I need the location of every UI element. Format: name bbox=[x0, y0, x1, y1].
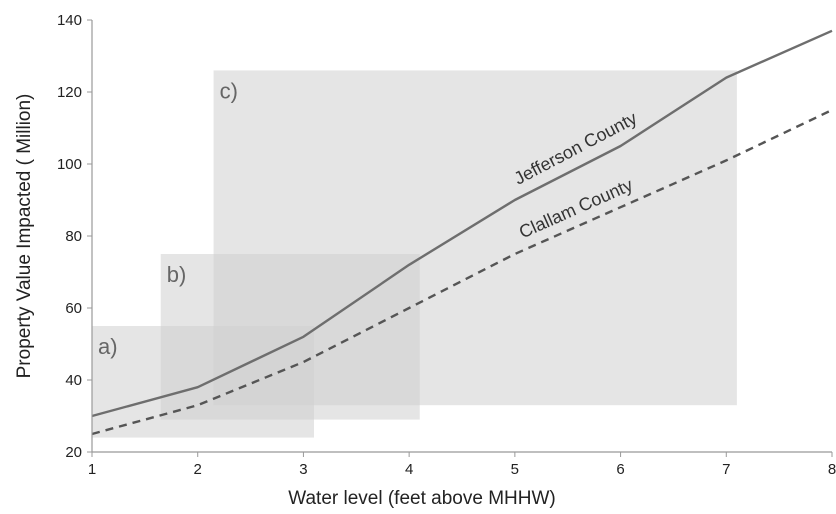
y-tick-label: 120 bbox=[57, 84, 82, 101]
y-tick-label: 80 bbox=[65, 228, 82, 245]
y-tick-label: 100 bbox=[57, 156, 82, 173]
x-tick-label: 6 bbox=[616, 461, 624, 478]
region-label-1: a) bbox=[98, 334, 118, 359]
x-tick-label: 7 bbox=[722, 461, 730, 478]
region-label-2: b) bbox=[167, 262, 187, 287]
x-tick-label: 8 bbox=[828, 461, 836, 478]
y-tick-label: 20 bbox=[65, 444, 82, 461]
series-line-2 bbox=[91, 108, 833, 436]
series-line-1 bbox=[91, 29, 833, 418]
x-tick-label: 1 bbox=[88, 461, 96, 478]
x-tick-label: 2 bbox=[194, 461, 202, 478]
x-axis-title: Water level (feet above MHHW) bbox=[288, 488, 555, 509]
x-tick-label: 4 bbox=[405, 461, 413, 478]
region-label-3: c) bbox=[220, 78, 238, 103]
series-lines bbox=[91, 29, 833, 436]
ticks: 20 40 60 80 100 120 140 1 2 3 4 5 6 7 8 bbox=[57, 12, 836, 478]
y-tick-label: 40 bbox=[65, 372, 82, 389]
y-tick-label: 60 bbox=[65, 300, 82, 317]
x-tick-label: 3 bbox=[299, 461, 307, 478]
y-axis-title: Property Value Impacted ( Million) bbox=[14, 94, 35, 379]
x-tick-label: 5 bbox=[511, 461, 519, 478]
y-tick-label: 140 bbox=[57, 12, 82, 29]
